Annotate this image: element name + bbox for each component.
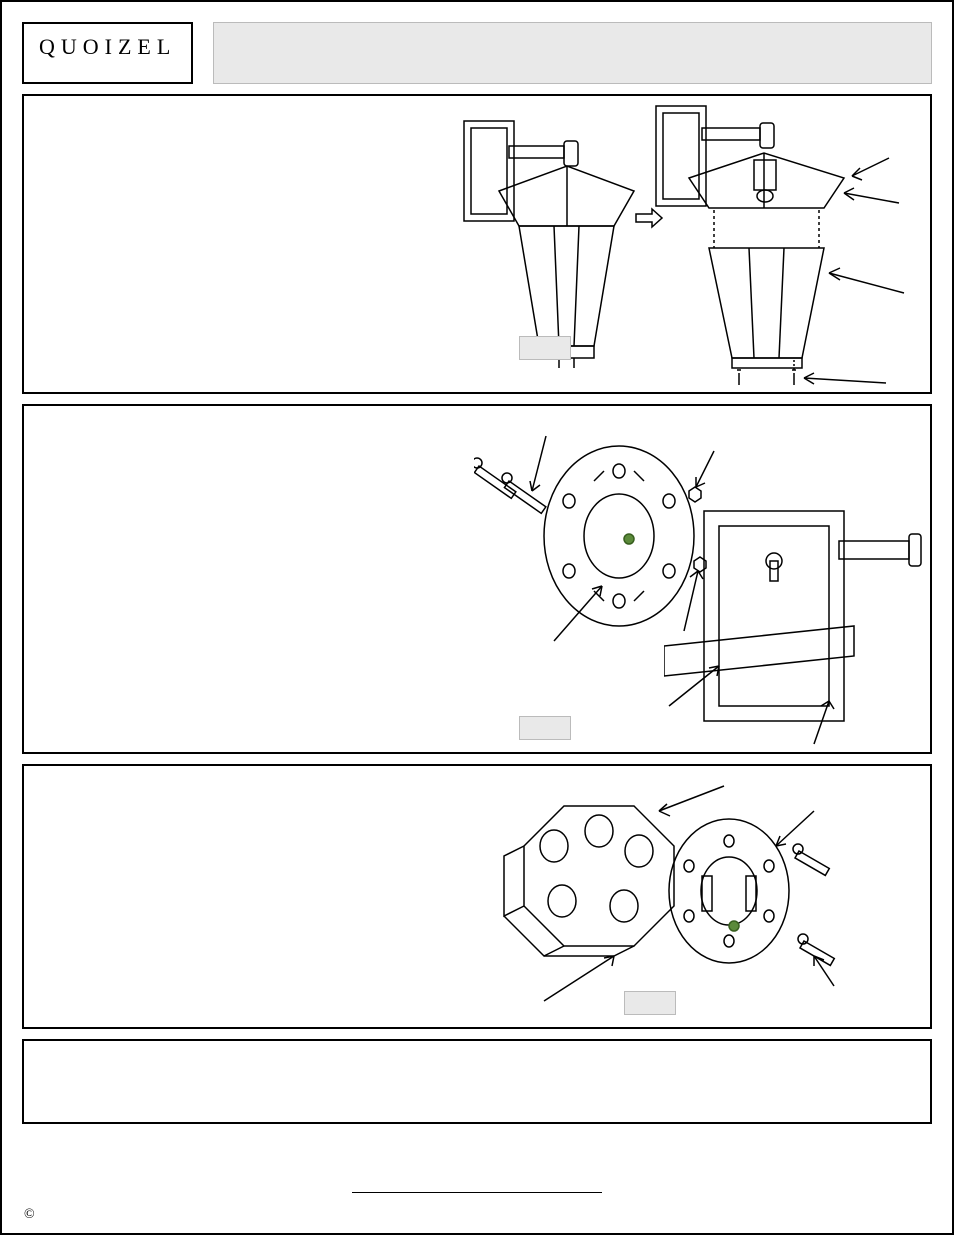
panel-step-1 — [22, 94, 932, 394]
footer-underline — [352, 1192, 602, 1193]
lantern-exploded-icon — [654, 98, 914, 393]
panel-notes — [22, 1039, 932, 1124]
backplate-keyhole-icon — [664, 506, 924, 751]
figure-3-label — [624, 991, 676, 1015]
brand-text: QUOIZEL — [39, 34, 176, 59]
brand-box: QUOIZEL — [22, 22, 193, 84]
header-row: QUOIZEL — [22, 22, 932, 84]
figure-2-label — [519, 716, 571, 740]
panel-step-2 — [22, 404, 932, 754]
junction-box-icon — [484, 776, 844, 1016]
page: QUOIZEL — [0, 0, 954, 1235]
title-box — [213, 22, 932, 84]
copyright-symbol: © — [24, 1207, 35, 1223]
figure-1-label — [519, 336, 571, 360]
panel-step-3 — [22, 764, 932, 1029]
